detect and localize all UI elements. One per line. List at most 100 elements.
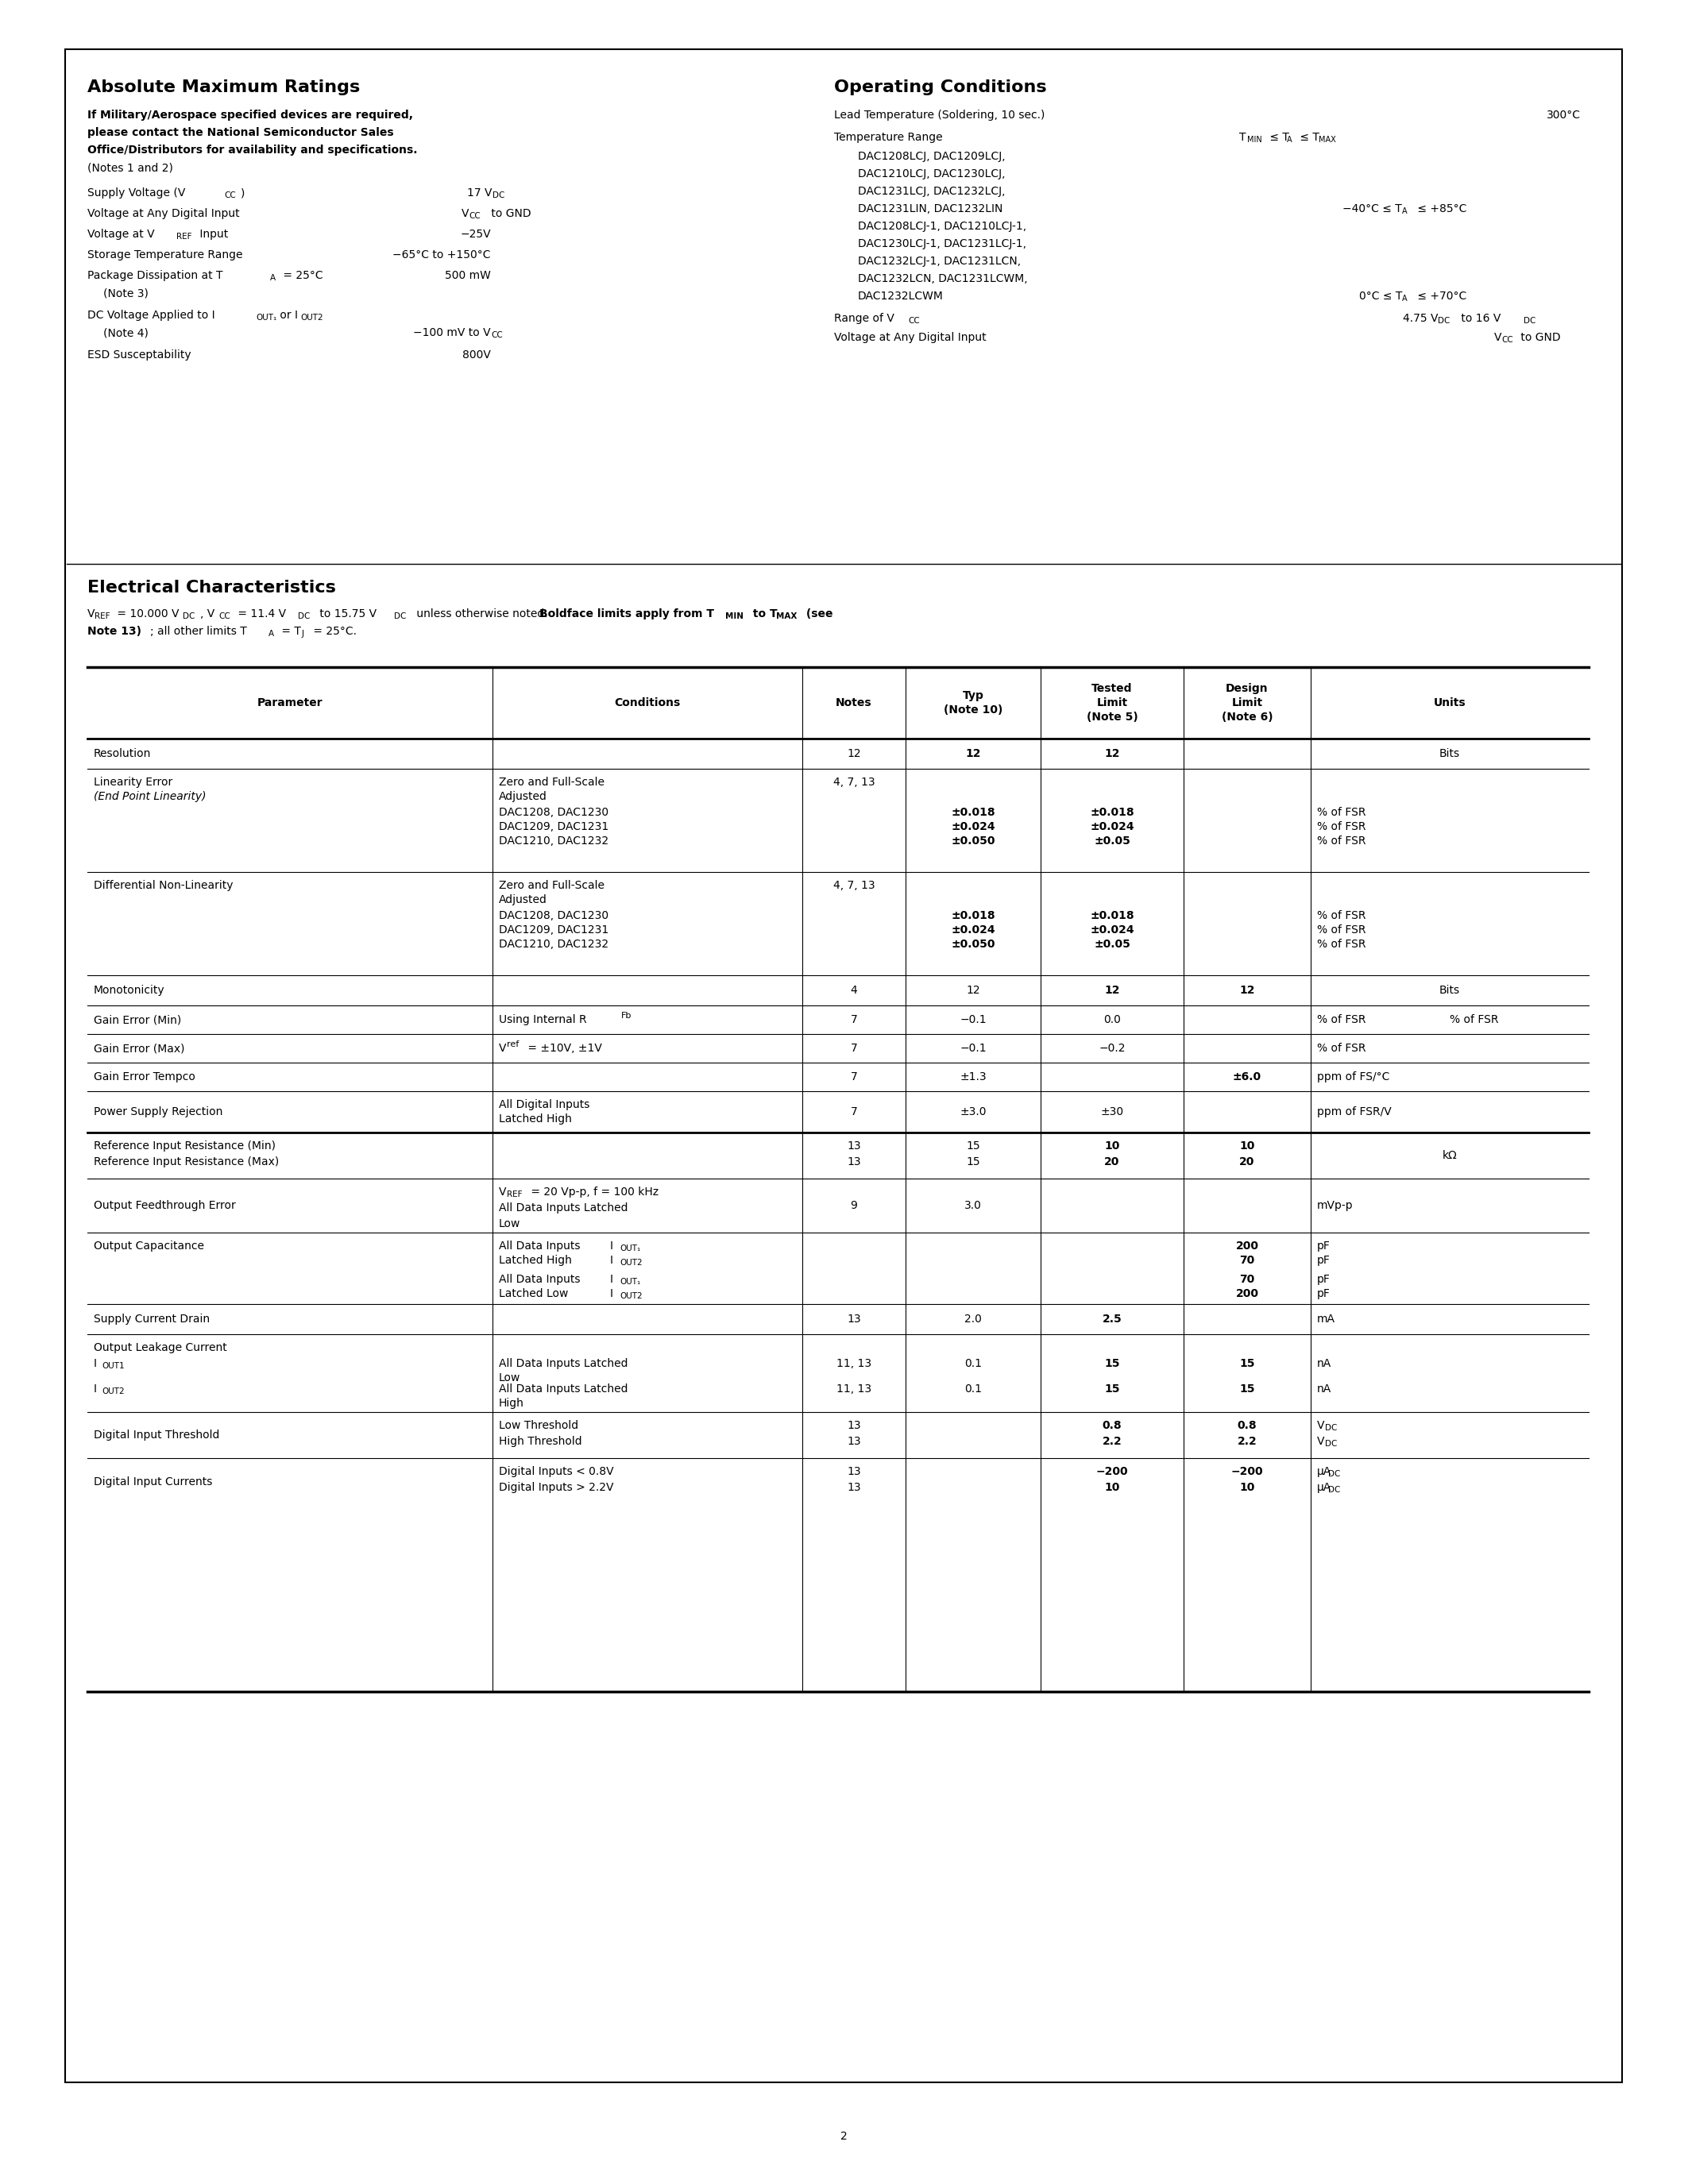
Text: REF: REF (95, 612, 110, 620)
Text: Latched High: Latched High (500, 1256, 572, 1267)
Text: Tested: Tested (1092, 684, 1133, 695)
Text: or I: or I (277, 310, 297, 321)
Text: 0.1: 0.1 (964, 1382, 982, 1396)
Text: V: V (1317, 1435, 1325, 1448)
Text: 15: 15 (966, 1140, 981, 1151)
Text: 2.0: 2.0 (964, 1313, 982, 1326)
Text: −200: −200 (1096, 1465, 1128, 1476)
Text: ±0.024: ±0.024 (1090, 821, 1134, 832)
Text: DAC1208LCJ, DAC1209LCJ,: DAC1208LCJ, DAC1209LCJ, (858, 151, 1006, 162)
Text: 15: 15 (1104, 1358, 1119, 1369)
Text: 2.2: 2.2 (1237, 1435, 1258, 1448)
Text: 20: 20 (1239, 1155, 1254, 1168)
Text: Digital Inputs > 2.2V: Digital Inputs > 2.2V (500, 1483, 614, 1494)
Text: 13: 13 (847, 1313, 861, 1326)
Text: I: I (609, 1273, 613, 1284)
Text: Output Feedthrough Error: Output Feedthrough Error (95, 1199, 236, 1212)
Text: A: A (268, 629, 273, 638)
Text: OUT2: OUT2 (101, 1387, 125, 1396)
Text: Low: Low (500, 1219, 520, 1230)
Text: (see: (see (802, 609, 832, 620)
Text: Power Supply Rejection: Power Supply Rejection (95, 1107, 223, 1118)
Text: kΩ: kΩ (1442, 1151, 1457, 1162)
Text: Linearity Error: Linearity Error (95, 778, 172, 788)
Text: REF: REF (506, 1190, 522, 1199)
Text: = 10.000 V: = 10.000 V (113, 609, 179, 620)
Text: I: I (609, 1289, 613, 1299)
Text: Office/Distributors for availability and specifications.: Office/Distributors for availability and… (88, 144, 417, 155)
Text: = 25°C: = 25°C (280, 271, 322, 282)
Text: Conditions: Conditions (614, 697, 680, 708)
Text: ≤ T: ≤ T (1266, 131, 1290, 142)
Text: All Data Inputs Latched: All Data Inputs Latched (500, 1203, 628, 1214)
Text: 12: 12 (847, 749, 861, 760)
Text: Lead Temperature (Soldering, 10 sec.): Lead Temperature (Soldering, 10 sec.) (834, 109, 1045, 120)
Text: to GND: to GND (488, 207, 532, 218)
Text: −100 mV to V: −100 mV to V (414, 328, 491, 339)
Text: Output Capacitance: Output Capacitance (95, 1241, 204, 1251)
Text: Adjusted: Adjusted (500, 791, 547, 802)
Text: CC: CC (469, 212, 481, 221)
Text: DC Voltage Applied to I: DC Voltage Applied to I (88, 310, 214, 321)
Text: 12: 12 (966, 985, 981, 996)
Text: All Data Inputs Latched: All Data Inputs Latched (500, 1358, 628, 1369)
Text: DAC1231LCJ, DAC1232LCJ,: DAC1231LCJ, DAC1232LCJ, (858, 186, 1006, 197)
Text: Zero and Full-Scale: Zero and Full-Scale (500, 880, 604, 891)
Text: All Data Inputs Latched: All Data Inputs Latched (500, 1382, 628, 1396)
Text: OUT2: OUT2 (619, 1293, 643, 1299)
Text: 17 V: 17 V (468, 188, 493, 199)
Text: (End Point Linearity): (End Point Linearity) (95, 791, 206, 802)
Text: 15: 15 (1239, 1358, 1254, 1369)
Text: 13: 13 (847, 1155, 861, 1168)
Text: DC: DC (1325, 1424, 1337, 1433)
Text: 11, 13: 11, 13 (837, 1382, 871, 1396)
Text: 13: 13 (847, 1420, 861, 1431)
Text: % of FSR: % of FSR (1317, 821, 1366, 832)
Text: Fb: Fb (621, 1011, 631, 1020)
Text: % of FSR: % of FSR (1450, 1013, 1499, 1024)
Text: OUT2: OUT2 (619, 1258, 643, 1267)
Text: to 16 V: to 16 V (1458, 312, 1501, 323)
Text: DAC1232LCJ-1, DAC1231LCN,: DAC1232LCJ-1, DAC1231LCN, (858, 256, 1021, 266)
Text: DC: DC (393, 612, 407, 620)
Text: Supply Current Drain: Supply Current Drain (95, 1313, 209, 1326)
Text: Low Threshold: Low Threshold (500, 1420, 579, 1431)
Text: ≤ +70°C: ≤ +70°C (1415, 290, 1467, 301)
Text: Electrical Characteristics: Electrical Characteristics (88, 579, 336, 596)
Text: 0.1: 0.1 (964, 1358, 982, 1369)
Text: Zero and Full-Scale: Zero and Full-Scale (500, 778, 604, 788)
Text: ≤ T: ≤ T (1296, 131, 1320, 142)
Text: Latched High: Latched High (500, 1114, 572, 1125)
Text: Reference Input Resistance (Min): Reference Input Resistance (Min) (95, 1140, 275, 1151)
Text: I: I (95, 1382, 96, 1396)
Text: DC: DC (1325, 1439, 1337, 1448)
Text: MIN: MIN (726, 612, 743, 620)
Text: All Data Inputs: All Data Inputs (500, 1273, 581, 1284)
Text: J: J (302, 629, 304, 638)
Text: DAC1209, DAC1231: DAC1209, DAC1231 (500, 924, 609, 935)
Text: Monotonicity: Monotonicity (95, 985, 165, 996)
Text: 12: 12 (1104, 749, 1119, 760)
Text: DAC1210, DAC1232: DAC1210, DAC1232 (500, 939, 609, 950)
Text: DC: DC (1328, 1485, 1340, 1494)
Text: 70: 70 (1239, 1256, 1254, 1267)
Text: Resolution: Resolution (95, 749, 152, 760)
Text: I: I (609, 1241, 613, 1251)
Text: Range of V: Range of V (834, 312, 895, 323)
Text: 3.0: 3.0 (964, 1199, 982, 1212)
Text: = 20 Vp-p, f = 100 kHz: = 20 Vp-p, f = 100 kHz (527, 1186, 658, 1197)
Text: DC: DC (1328, 1470, 1340, 1479)
Text: 800V: 800V (463, 349, 491, 360)
Text: V: V (500, 1186, 506, 1197)
Text: DC: DC (297, 612, 311, 620)
Text: Latched Low: Latched Low (500, 1289, 569, 1299)
Text: OUT₁: OUT₁ (619, 1278, 640, 1286)
Text: DAC1231LIN, DAC1232LIN: DAC1231LIN, DAC1232LIN (858, 203, 1003, 214)
Text: 2: 2 (841, 2132, 847, 2143)
Text: Reference Input Resistance (Max): Reference Input Resistance (Max) (95, 1155, 279, 1168)
Text: Low: Low (500, 1372, 520, 1382)
Text: Absolute Maximum Ratings: Absolute Maximum Ratings (88, 79, 360, 96)
Text: Using Internal R: Using Internal R (500, 1013, 587, 1024)
Text: 10: 10 (1104, 1140, 1119, 1151)
Text: % of FSR: % of FSR (1317, 1013, 1366, 1024)
